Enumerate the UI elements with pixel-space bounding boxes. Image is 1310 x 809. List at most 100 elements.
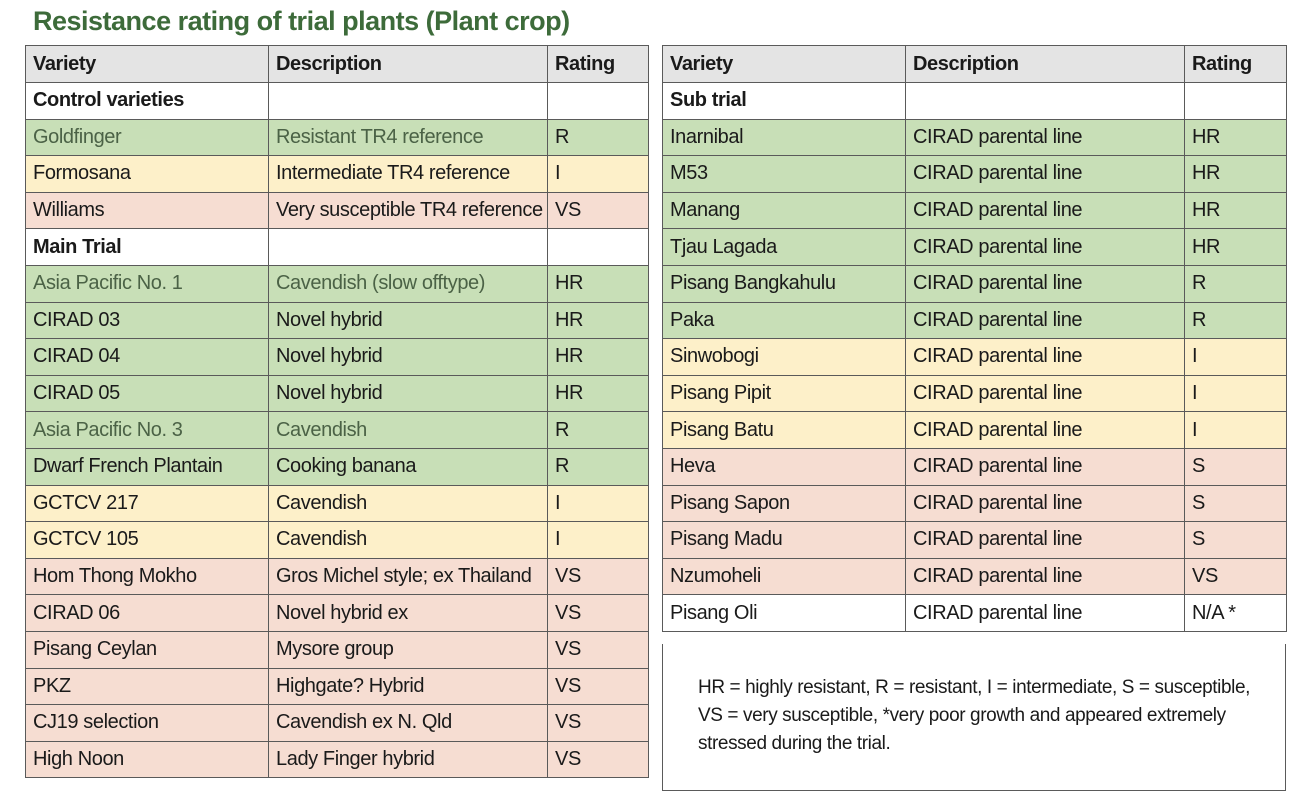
table-row: Manang CIRAD parental line HR [662, 191, 1287, 230]
variety-cell: Inarnibal [662, 118, 906, 157]
variety-cell: CIRAD 03 [25, 301, 269, 340]
variety-cell: Asia Pacific No. 3 [25, 411, 269, 449]
section-row: Sub trial [662, 82, 1287, 120]
rating-cell: R [547, 118, 649, 157]
section-heading: Main Trial [25, 228, 269, 266]
description-cell: Very susceptible TR4 reference [268, 191, 548, 230]
table-row: Formosana Intermediate TR4 reference I [25, 155, 649, 193]
table-row: M53 CIRAD parental line HR [662, 155, 1287, 193]
variety-cell: Sinwobogi [662, 338, 906, 376]
variety-cell: CJ19 selection [25, 704, 269, 742]
description-cell: Gros Michel style; ex Thailand [268, 557, 548, 596]
variety-cell: Paka [662, 301, 906, 340]
variety-cell: Nzumoheli [662, 557, 906, 596]
description-cell: Novel hybrid [268, 338, 548, 376]
variety-cell: Goldfinger [25, 118, 269, 157]
table-row: Asia Pacific No. 1 Cavendish (slow offtyp… [25, 264, 649, 303]
variety-cell: Tjau Lagada [662, 228, 906, 266]
description-cell: Cavendish [268, 411, 548, 449]
rating-cell: S [1184, 447, 1287, 486]
description-cell: Novel hybrid ex [268, 594, 548, 632]
empty-cell [268, 82, 548, 120]
column-header-variety: Variety [25, 45, 269, 83]
rating-cell: VS [547, 557, 649, 596]
column-header-description: Description [268, 45, 548, 83]
rating-cell: I [547, 155, 649, 193]
variety-cell: Asia Pacific No. 1 [25, 264, 269, 303]
rating-cell: VS [547, 740, 649, 779]
description-cell: Cavendish [268, 521, 548, 559]
description-cell: Cavendish [268, 484, 548, 523]
table-row: Hom Thong Mokho Gros Michel style; ex Tha… [25, 557, 649, 596]
table-row: Dwarf French Plantain Cooking banana R [25, 447, 649, 486]
table-row: High Noon Lady Finger hybrid VS [25, 740, 649, 779]
empty-cell [1184, 82, 1287, 120]
variety-cell: Pisang Madu [662, 521, 906, 559]
table-row: Sinwobogi CIRAD parental line I [662, 338, 1287, 376]
description-cell: CIRAD parental line [905, 521, 1185, 559]
description-cell: Novel hybrid [268, 374, 548, 413]
rating-cell: HR [1184, 228, 1287, 266]
variety-cell: CIRAD 05 [25, 374, 269, 413]
rating-cell: S [1184, 521, 1287, 559]
right-ratings-table: Variety Description Rating Sub trial Inar… [662, 45, 1287, 632]
variety-cell: Pisang Ceylan [25, 630, 269, 669]
table-row: Williams Very susceptible TR4 reference VS [25, 191, 649, 230]
table-row: Pisang Batu CIRAD parental line I [662, 411, 1287, 449]
description-cell: Mysore group [268, 630, 548, 669]
table-row: CIRAD 05 Novel hybrid HR [25, 374, 649, 413]
variety-cell: PKZ [25, 667, 269, 706]
rating-cell: VS [547, 630, 649, 669]
description-cell: CIRAD parental line [905, 155, 1185, 193]
table-row: GCTCV 217 Cavendish I [25, 484, 649, 523]
variety-cell: Hom Thong Mokho [25, 557, 269, 596]
table-row: Pisang Madu CIRAD parental line S [662, 521, 1287, 559]
table-row: Nzumoheli CIRAD parental line VS [662, 557, 1287, 596]
header-row: Variety Description Rating [662, 45, 1287, 83]
empty-cell [905, 82, 1185, 120]
left-ratings-table: Variety Description Rating Control varie… [25, 45, 649, 779]
table-row: Pisang Sapon CIRAD parental line S [662, 484, 1287, 523]
description-cell: CIRAD parental line [905, 411, 1185, 449]
rating-legend: HR = highly resistant, R = resistant, I … [698, 677, 1251, 754]
column-header-variety: Variety [662, 45, 906, 83]
empty-cell [547, 228, 649, 266]
section-row: Main Trial [25, 228, 649, 266]
description-cell: CIRAD parental line [905, 264, 1185, 303]
header-row: Variety Description Rating [25, 45, 649, 83]
column-header-rating: Rating [1184, 45, 1287, 83]
variety-cell: Williams [25, 191, 269, 230]
description-cell: CIRAD parental line [905, 228, 1185, 266]
description-cell: CIRAD parental line [905, 374, 1185, 413]
description-cell: CIRAD parental line [905, 118, 1185, 157]
variety-cell: Pisang Batu [662, 411, 906, 449]
rating-cell: VS [547, 667, 649, 706]
description-cell: Cooking banana [268, 447, 548, 486]
variety-cell: Dwarf French Plantain [25, 447, 269, 486]
rating-cell: HR [547, 374, 649, 413]
rating-cell: I [1184, 338, 1287, 376]
table-row: PKZ Highgate? Hybrid VS [25, 667, 649, 706]
description-cell: CIRAD parental line [905, 594, 1185, 632]
description-cell: Resistant TR4 reference [268, 118, 548, 157]
rating-cell: R [1184, 264, 1287, 303]
description-cell: Cavendish ex N. Qld [268, 704, 548, 742]
variety-cell: Heva [662, 447, 906, 486]
rating-cell: VS [547, 594, 649, 632]
table-row: CIRAD 04 Novel hybrid HR [25, 338, 649, 376]
description-cell: Intermediate TR4 reference [268, 155, 548, 193]
description-cell: CIRAD parental line [905, 301, 1185, 340]
table-row: Pisang Bangkahulu CIRAD parental line R [662, 264, 1287, 303]
table-row: Asia Pacific No. 3 Cavendish R [25, 411, 649, 449]
section-row: Control varieties [25, 82, 649, 120]
rating-cell: HR [1184, 155, 1287, 193]
description-cell: Lady Finger hybrid [268, 740, 548, 779]
variety-cell: Pisang Oli [662, 594, 906, 632]
table-row: GCTCV 105 Cavendish I [25, 521, 649, 559]
table-row: Tjau Lagada CIRAD parental line HR [662, 228, 1287, 266]
rating-cell: HR [1184, 191, 1287, 230]
variety-cell: Pisang Pipit [662, 374, 906, 413]
rating-cell: I [1184, 374, 1287, 413]
empty-cell [268, 228, 548, 266]
rating-cell: VS [547, 704, 649, 742]
